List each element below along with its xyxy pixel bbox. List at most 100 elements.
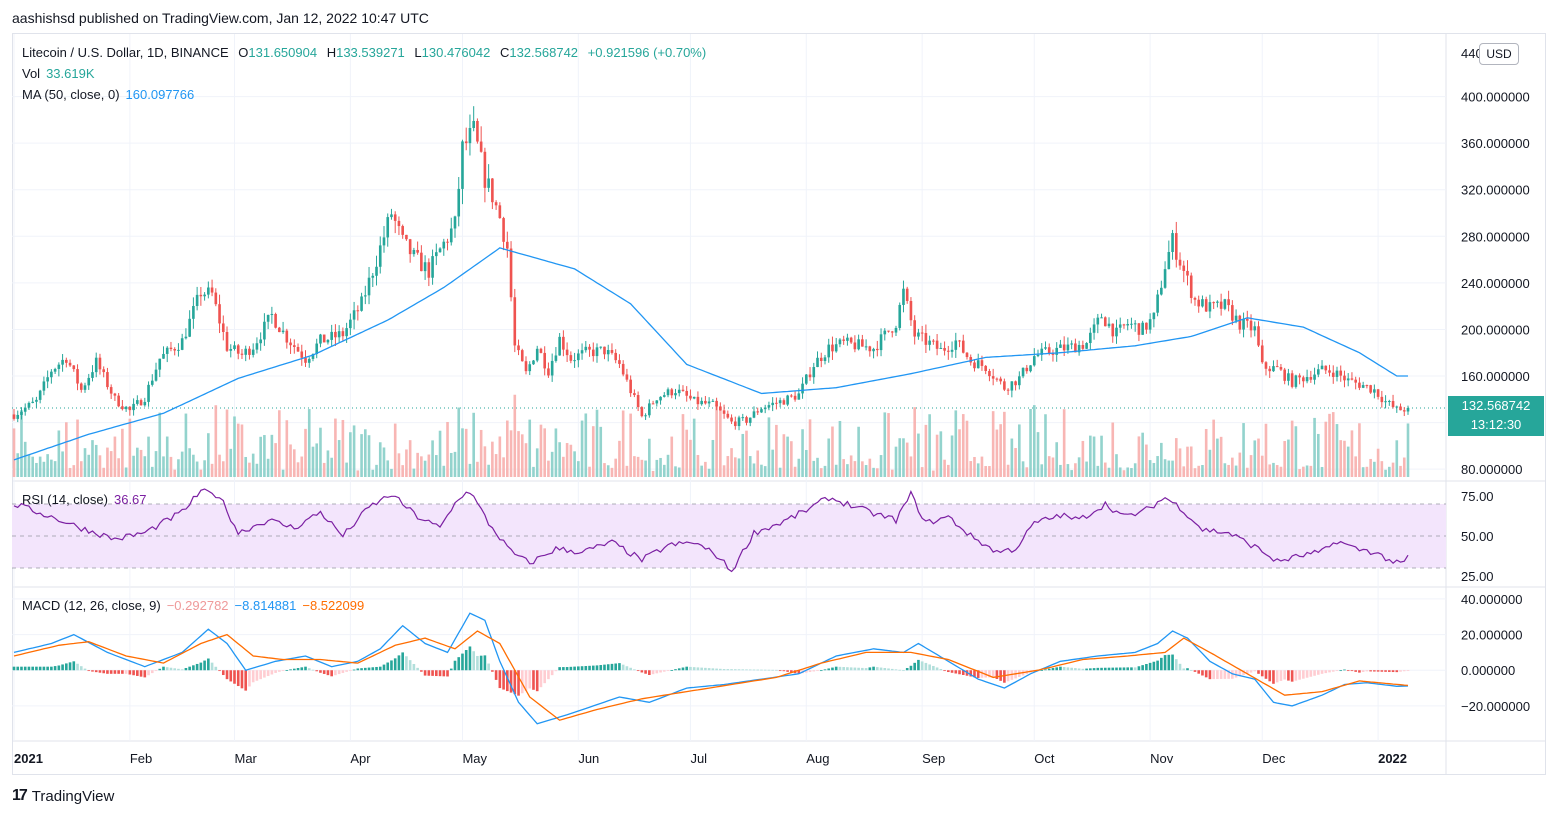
macd-histogram-bar [629, 667, 632, 671]
macd-histogram-bar [827, 668, 831, 671]
volume-bar [999, 424, 1002, 477]
rsi-value: 36.67 [113, 492, 147, 507]
macd-histogram-bar [864, 668, 868, 671]
volume-bar [278, 410, 281, 477]
volume-bar [162, 456, 165, 477]
volume-bar [1275, 465, 1279, 477]
candle-body [487, 178, 490, 188]
macd-histogram-bar [524, 670, 528, 691]
candle-body [1092, 324, 1096, 333]
candlesticks [12, 106, 1410, 431]
candle-body [83, 385, 87, 390]
volume-bar [483, 446, 487, 477]
x-axis-label: May [462, 751, 487, 766]
macd-histogram-bar [502, 670, 505, 690]
volume-bar [1279, 466, 1283, 477]
volume-bar [35, 462, 38, 477]
candle-body [1029, 365, 1032, 372]
candle-body [812, 367, 816, 378]
macd-histogram-bar [180, 669, 184, 671]
volume-bar [345, 462, 348, 477]
candle-body [726, 413, 730, 418]
macd-histogram-bar [446, 670, 449, 677]
candle-body [162, 353, 165, 359]
macd-histogram-bar [577, 666, 580, 671]
macd-histogram-bar [913, 662, 916, 671]
last-price-tag: 132.568742 13:12:30 [1448, 395, 1544, 436]
candle-body [674, 393, 677, 396]
macd-histogram-bar [1051, 668, 1055, 671]
chart-frame[interactable] [12, 33, 1546, 775]
volume-bar [1115, 454, 1118, 477]
candle-body [1268, 368, 1272, 372]
candle-body [188, 318, 191, 337]
tradingview-logo[interactable]: 17 TradingView [12, 787, 114, 805]
candle-body [984, 365, 987, 371]
volume-bar [876, 468, 879, 477]
currency-badge[interactable]: USD [1479, 43, 1519, 65]
macd-histogram-bar [887, 668, 890, 671]
candle-body [1040, 348, 1044, 355]
volume-bar [1354, 456, 1357, 477]
macd-histogram-bar [322, 670, 326, 674]
candle-body [722, 410, 726, 414]
volume-bar [898, 438, 902, 477]
volume-bar [1395, 440, 1399, 477]
macd-histogram-bar [98, 670, 102, 673]
candle-body [1145, 322, 1148, 330]
macd-histogram-bar [1249, 670, 1253, 673]
macd-histogram-bar [1070, 667, 1073, 671]
candle-body [251, 349, 255, 355]
volume-bar [786, 436, 789, 477]
volume-bar [752, 463, 756, 477]
volume-bar [1343, 440, 1346, 477]
candle-body [1118, 324, 1122, 328]
macd-histogram-bar [1066, 667, 1070, 671]
volume-bar [1003, 411, 1006, 477]
volume-bar [573, 451, 576, 477]
macd-histogram-bar [1111, 667, 1115, 671]
volume-bar [1384, 469, 1387, 477]
candle-body [1320, 365, 1324, 370]
candle-body [1216, 301, 1219, 303]
volume-bar [700, 465, 703, 477]
candle-body [1141, 322, 1144, 335]
macd-histogram-bar [382, 664, 386, 671]
candle-body [1339, 370, 1343, 376]
macd-histogram-bar [412, 664, 416, 671]
macd-histogram-bar [453, 660, 457, 671]
macd-histogram-bar [263, 670, 266, 678]
candle-body [1163, 269, 1167, 288]
macd-histogram-bar [618, 663, 621, 671]
macd-histogram-bar [700, 667, 703, 671]
volume-bar [229, 448, 233, 477]
candle-body [408, 239, 412, 255]
candle-body [816, 357, 819, 368]
macd-histogram-bar [853, 667, 857, 671]
candle-body [199, 294, 203, 297]
macd-histogram-bar [1294, 670, 1298, 681]
macd-histogram-bar [255, 670, 259, 681]
volume-bar [1152, 462, 1156, 477]
volume-bar [1193, 468, 1197, 477]
candle-body [547, 368, 550, 376]
candle-body [1059, 344, 1062, 348]
volume-bar [352, 425, 356, 477]
candle-body [737, 417, 741, 427]
volume-bar [476, 461, 479, 477]
close-label: C [499, 45, 510, 60]
candle-body [890, 331, 894, 333]
volume-bar [633, 456, 636, 477]
macd-histogram-bar [1335, 670, 1339, 672]
macd-histogram-bar [1268, 670, 1272, 682]
candle-body [790, 395, 793, 397]
macd-histogram-bar [319, 670, 322, 673]
candle-body [266, 314, 270, 322]
macd-histogram-bar [614, 663, 618, 671]
volume-bar [386, 460, 390, 477]
candle-body [46, 377, 49, 382]
volume-bar [1133, 463, 1137, 477]
candle-body [1395, 406, 1399, 408]
open-label: O [238, 45, 249, 60]
